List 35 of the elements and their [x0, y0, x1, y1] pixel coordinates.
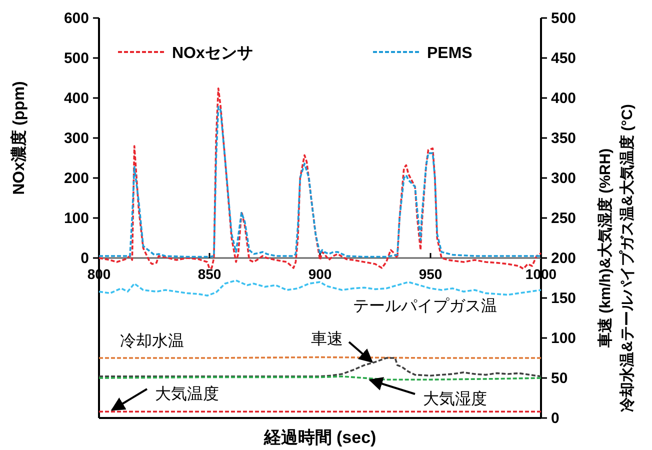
- y2-tick-label: 350: [551, 130, 576, 147]
- y2-tick-label: 450: [551, 50, 576, 67]
- line-series: [98, 88, 542, 270]
- y2-tick-label: 50: [551, 370, 568, 387]
- y-tick-label: 100: [64, 210, 89, 227]
- y2-axis-title: 車速 (km/h)&大気湿度 (%RH) 冷却水温&テールパイプガス温&大気温度 (°C): [596, 104, 636, 412]
- y2-tick-label: 150: [551, 290, 576, 307]
- y2-tick-label: 250: [551, 210, 576, 227]
- y-tick-label: 500: [64, 50, 89, 67]
- line-series: [98, 280, 542, 296]
- y-tick-label: 0: [80, 250, 89, 267]
- y2-tick-label: 200: [551, 250, 576, 267]
- y-tick-label: 600: [64, 10, 89, 27]
- annotation: 大気湿度: [423, 390, 487, 408]
- line-series: [98, 106, 542, 258]
- x-axis-title: 経過時間 (sec): [262, 428, 376, 447]
- legend-label: NOxセンサ: [172, 45, 253, 62]
- annotation: 大気温度: [155, 385, 219, 403]
- x-tick-label: 850: [198, 266, 222, 282]
- y2-tick-label: 100: [551, 330, 576, 347]
- y-axis-title: NOx濃度 (ppm): [9, 81, 28, 195]
- y2-tick-label: 400: [551, 90, 576, 107]
- y-tick-label: 200: [64, 170, 89, 187]
- annotation: 車速: [311, 330, 343, 348]
- x-tick-label: 900: [308, 266, 332, 282]
- y2-tick-label: 300: [551, 170, 576, 187]
- y-tick-label: 300: [64, 130, 89, 147]
- annotation: テールパイプガス温: [353, 297, 497, 315]
- y2-tick-label: 0: [551, 410, 560, 427]
- annotation: 冷却水温: [120, 332, 184, 350]
- x-tick-label: 950: [418, 266, 442, 282]
- legend-label: PEMS: [427, 45, 473, 62]
- line-series: [98, 357, 542, 378]
- y-tick-label: 400: [64, 90, 89, 107]
- y2-tick-label: 500: [551, 10, 576, 27]
